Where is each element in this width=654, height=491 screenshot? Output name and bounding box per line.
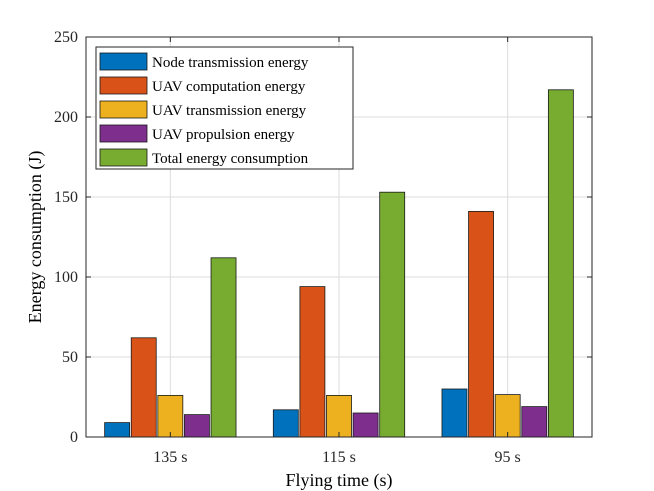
- bar-node-transmission-energy-135s: [104, 422, 131, 438]
- bar-uav-computation-energy-115s: [299, 286, 326, 438]
- bar-node-transmission-energy-95s: [441, 388, 468, 438]
- x-tick-label: 115 s: [322, 449, 356, 466]
- x-tick-label: 95 s: [495, 449, 521, 466]
- y-axis-label: Energy consumption (J): [25, 151, 46, 324]
- legend-swatch: [99, 124, 148, 143]
- y-tick-label: 250: [54, 29, 78, 46]
- legend: Node transmission energy UAV computation …: [95, 46, 354, 170]
- x-tick-label: 135 s: [153, 449, 187, 466]
- bar-uav-propulsion-energy-115s: [352, 412, 379, 438]
- legend-swatch: [99, 76, 148, 95]
- legend-swatch: [99, 100, 148, 119]
- bar-uav-computation-energy-95s: [468, 210, 494, 438]
- legend-entry-label: Total energy consumption: [152, 151, 309, 167]
- y-tick-label: 200: [54, 109, 78, 126]
- bar-uav-transmission-energy-135s: [157, 394, 184, 438]
- bar-uav-computation-energy-135s: [130, 337, 157, 438]
- x-axis-ticks: 135 s 115 s 95 s: [153, 37, 521, 466]
- legend-swatch: [99, 148, 148, 167]
- y-tick-label: 150: [54, 189, 78, 206]
- y-tick-label: 0: [70, 429, 78, 446]
- y-axis-ticks: 0 50 100 150 200 250: [54, 29, 592, 446]
- bar-total-energy-consumption-115s: [379, 191, 406, 438]
- bar-node-transmission-energy-115s: [272, 409, 299, 438]
- bar-uav-transmission-energy-95s: [494, 394, 521, 438]
- bar-total-energy-consumption-135s: [210, 257, 237, 438]
- x-axis-label: Flying time (s): [286, 470, 393, 491]
- legend-entry-label: Node transmission energy: [152, 55, 309, 71]
- bar-uav-propulsion-energy-135s: [184, 414, 210, 438]
- legend-entry-label: UAV transmission energy: [152, 103, 307, 119]
- legend-swatch: [99, 52, 148, 71]
- y-tick-label: 100: [54, 269, 78, 286]
- legend-entry-label: UAV propulsion energy: [152, 127, 295, 143]
- y-tick-label: 50: [62, 349, 78, 366]
- bar-uav-propulsion-energy-95s: [521, 406, 548, 438]
- legend-entry-label: UAV computation energy: [152, 79, 306, 95]
- bar-total-energy-consumption-95s: [547, 89, 574, 438]
- bar-uav-transmission-energy-115s: [326, 394, 352, 438]
